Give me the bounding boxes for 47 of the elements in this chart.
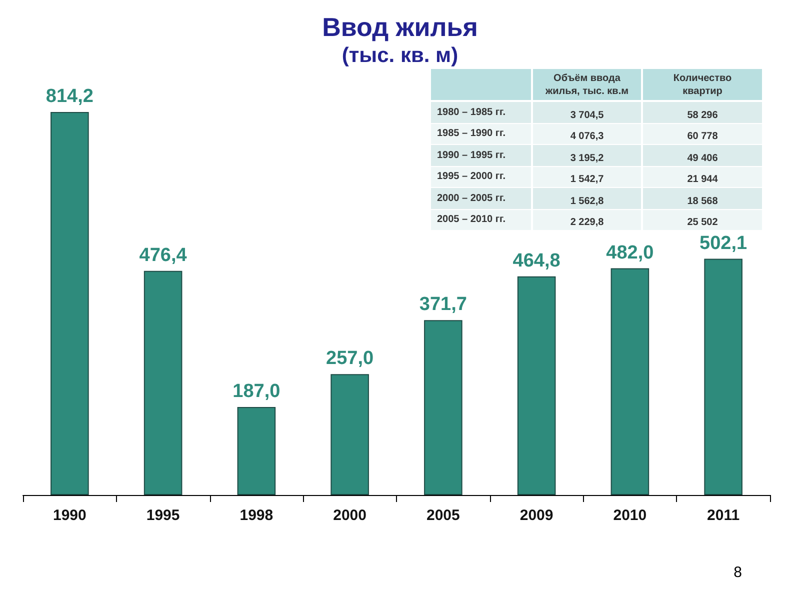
x-tick-label: 2000 — [333, 507, 366, 524]
category-label: 1995 – 2000 гг. — [431, 166, 533, 188]
bar — [424, 320, 462, 495]
data-label: 476,4 — [139, 244, 188, 266]
category-label: 1985 – 1990 гг. — [431, 124, 533, 145]
chart-title: Ввод жилья — [322, 12, 478, 42]
x-tick-label: 1995 — [146, 507, 180, 524]
x-tick-label: 1990 — [53, 507, 86, 524]
bar — [50, 112, 89, 495]
data-label: 187,0 — [232, 381, 280, 402]
bar — [330, 374, 369, 495]
data-label: 4 076,3 — [533, 124, 643, 145]
data-label: 2 229,8 — [533, 210, 643, 231]
bar — [144, 270, 182, 495]
x-tick-label: 2005 — [426, 507, 460, 524]
x-tick-label: 2011 — [707, 507, 740, 524]
data-label: 3 195,2 — [533, 145, 643, 166]
data-label: 49 406 — [643, 145, 764, 166]
text: 8 — [734, 564, 742, 581]
data-label: 502,1 — [700, 232, 748, 254]
data-label: 1 562,8 — [533, 188, 643, 210]
data-label: 814,2 — [46, 86, 94, 107]
data-label: 58 296 — [643, 102, 764, 124]
category-label: 1990 – 1995 гг. — [431, 145, 533, 166]
series-label: Объём ввода жилья, тыс. кв.м — [533, 69, 643, 102]
data-label: 25 502 — [643, 210, 764, 231]
data-label: 371,7 — [419, 294, 467, 316]
data-label: 1 542,7 — [533, 166, 643, 188]
bar — [237, 407, 276, 495]
x-tick-label: 1998 — [240, 507, 274, 524]
category-label: 2000 – 2005 гг. — [431, 188, 533, 210]
chart-subtitle: (тыс. кв. м) — [342, 44, 458, 67]
bar — [610, 268, 650, 495]
category-label: 1980 – 1985 гг. — [431, 102, 533, 124]
data-label: 464,8 — [512, 250, 560, 272]
category-label: 2005 – 2010 гг. — [431, 210, 533, 231]
data-label: 60 778 — [643, 124, 764, 145]
bar — [517, 276, 556, 495]
data-label: 3 704,5 — [533, 102, 643, 124]
data-label: 482,0 — [606, 242, 654, 264]
x-tick-label: 2010 — [613, 507, 647, 524]
series-label: Количество квартир — [643, 69, 764, 102]
bar — [704, 258, 742, 495]
x-tick-label: 2009 — [520, 507, 554, 524]
data-label: 21 944 — [643, 166, 764, 188]
data-label: 18 568 — [643, 188, 764, 210]
data-label: 257,0 — [326, 348, 374, 370]
